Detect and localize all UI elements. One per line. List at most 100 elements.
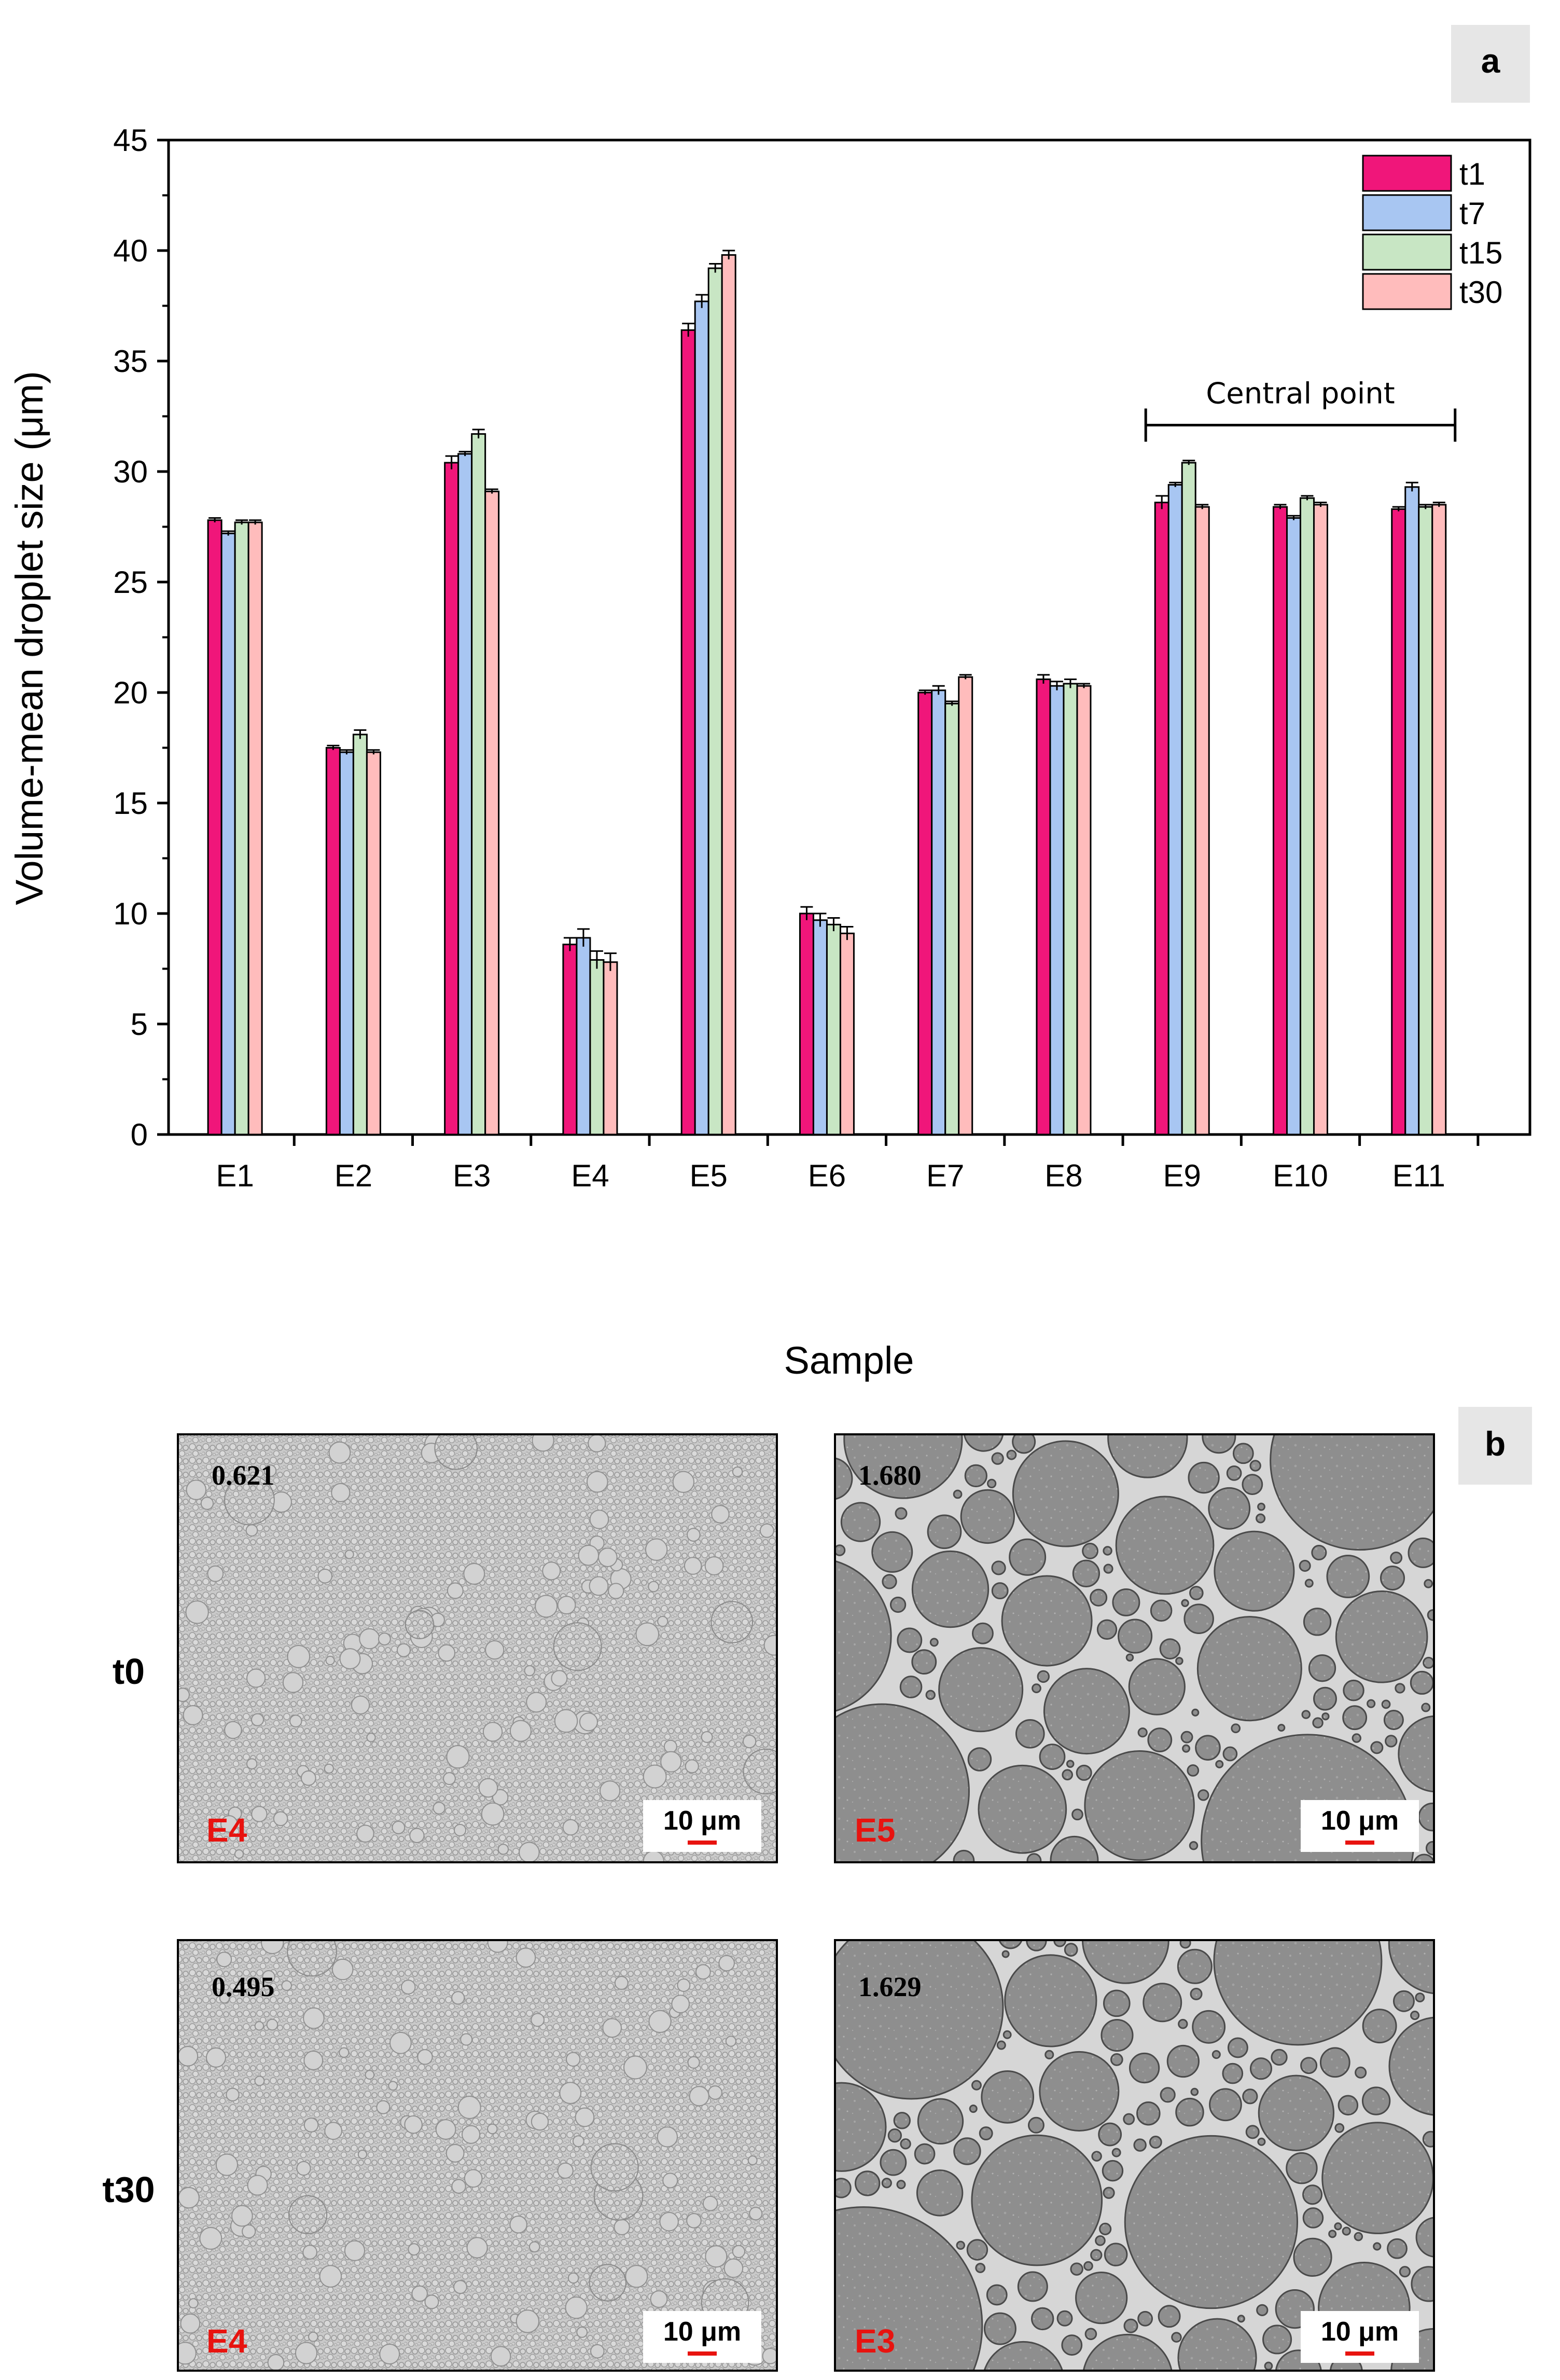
- droplet: [478, 1778, 498, 1798]
- droplet: [1214, 1530, 1295, 1612]
- droplet: [1352, 1733, 1361, 1743]
- droplet: [1027, 2116, 1044, 2134]
- droplet: [1125, 1653, 1134, 1662]
- droplet: [324, 1763, 334, 1774]
- droplet: [250, 1713, 264, 1726]
- droplet: [1370, 1741, 1384, 1754]
- droplet: [635, 1622, 660, 1646]
- droplet: [1103, 1989, 1131, 2017]
- droplet: [1425, 1841, 1434, 1856]
- y-axis: 0 5 10 15 20 25 30 35 40 45: [113, 123, 169, 1152]
- bar-t30-e5: [721, 254, 736, 1136]
- droplet: [881, 2178, 892, 2189]
- droplet: [1418, 1802, 1434, 1832]
- droplet: [1083, 2261, 1093, 2271]
- panel-b: b t0 t30 0.621 E4 10 μm 1.68: [102, 1407, 1532, 2372]
- bar-t1-e8: [1036, 678, 1051, 1136]
- droplet: [911, 1649, 937, 1675]
- droplet: [1355, 2066, 1367, 2079]
- sample-label: E3: [855, 2322, 895, 2360]
- droplet: [1415, 1992, 1425, 2003]
- droplet: [1321, 2122, 1434, 2234]
- droplet: [701, 1731, 713, 1743]
- droplet: [1415, 2217, 1434, 2258]
- droplet: [359, 1628, 380, 1650]
- droplet: [1197, 1789, 1209, 1801]
- droplet: [590, 2344, 605, 2359]
- droplet: [623, 2055, 647, 2080]
- droplet: [263, 1464, 277, 1477]
- legend-label-t1: t1: [1459, 157, 1485, 191]
- droplet: [245, 1524, 258, 1537]
- bar-t30-e4: [603, 961, 618, 1136]
- droplet: [1137, 1727, 1148, 1738]
- droplet: [1187, 1764, 1200, 1777]
- droplet: [981, 2070, 1035, 2124]
- droplet: [262, 1970, 275, 1984]
- droplet: [956, 2240, 965, 2250]
- droplet: [702, 2195, 718, 2211]
- droplet: [396, 1643, 411, 1657]
- bar-t15-e6: [826, 923, 841, 1136]
- droplet: [743, 1734, 757, 1749]
- droplet: [356, 1824, 374, 1843]
- droplet: [705, 2245, 728, 2268]
- droplet: [188, 2298, 199, 2308]
- droplet: [180, 2313, 201, 2334]
- y-tick-label: 40: [113, 233, 148, 268]
- droplet: [589, 2264, 626, 2302]
- droplet: [762, 2348, 777, 2364]
- droplet: [378, 1632, 391, 1645]
- droplet: [991, 1582, 1009, 1600]
- y-tick-label: 30: [113, 454, 148, 489]
- bar-t1-e9: [1154, 502, 1169, 1136]
- droplet: [231, 2205, 253, 2227]
- droplet: [1102, 2160, 1124, 2182]
- droplet: [966, 2239, 988, 2261]
- droplet: [531, 2112, 549, 2131]
- bar-t1-e10: [1272, 506, 1288, 1136]
- droplet: [1084, 1750, 1195, 1861]
- droplet: [509, 1720, 532, 1742]
- droplet: [835, 2206, 983, 2371]
- droplet: [971, 2134, 1103, 2266]
- droplet: [351, 1695, 370, 1714]
- droplet: [896, 2180, 906, 2190]
- droplet: [1354, 2232, 1363, 2241]
- bar-t15-e8: [1063, 683, 1078, 1136]
- droplet: [247, 2175, 268, 2196]
- droplet: [1017, 2271, 1048, 2302]
- droplet: [408, 2243, 421, 2256]
- droplet: [457, 2096, 481, 2119]
- droplet: [971, 1622, 994, 1644]
- droplet: [325, 1655, 335, 1666]
- droplet: [1313, 1686, 1337, 1711]
- droplet: [1222, 1746, 1238, 1762]
- droplet: [1408, 1538, 1434, 1568]
- droplet: [1103, 2187, 1115, 2199]
- y-tick-label: 5: [131, 1007, 148, 1042]
- bar-t1-e5: [680, 329, 696, 1136]
- droplet: [1043, 1668, 1130, 1755]
- y-tick-label: 45: [113, 123, 148, 158]
- droplet: [1213, 1940, 1383, 2046]
- x-tick-label-e1: E1: [216, 1158, 254, 1193]
- droplet: [339, 2047, 350, 2058]
- droplet: [295, 2342, 318, 2364]
- droplet: [916, 2169, 964, 2217]
- droplet: [1202, 1434, 1236, 1454]
- droplet: [1191, 1708, 1200, 1717]
- droplet: [614, 1976, 629, 1990]
- droplet: [1343, 1679, 1364, 1701]
- droplet: [835, 1544, 846, 1556]
- droplet: [1385, 1735, 1398, 1748]
- droplet: [317, 1569, 332, 1584]
- droplet: [645, 1538, 668, 1561]
- droplet: [889, 1596, 907, 1613]
- droplet: [438, 1644, 455, 1662]
- droplet: [226, 2087, 240, 2101]
- droplet: [281, 1980, 292, 1991]
- droplet: [1257, 1502, 1265, 1511]
